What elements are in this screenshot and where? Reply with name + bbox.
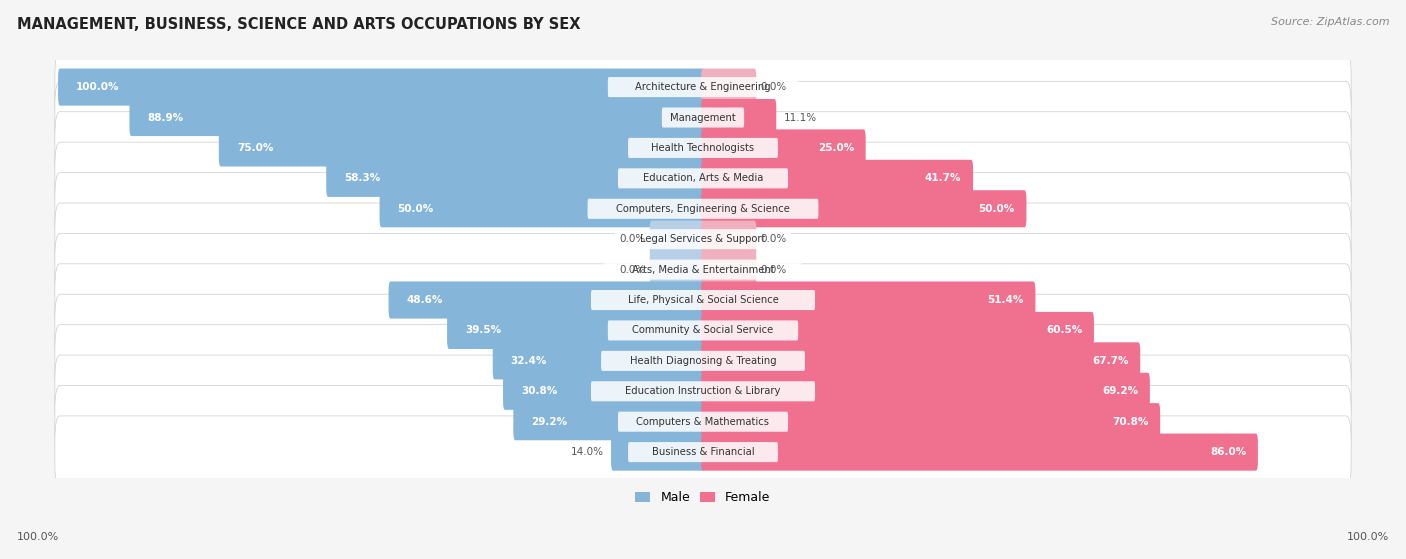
Text: 86.0%: 86.0%: [1211, 447, 1246, 457]
FancyBboxPatch shape: [702, 99, 776, 136]
FancyBboxPatch shape: [702, 312, 1094, 349]
FancyBboxPatch shape: [380, 190, 704, 228]
FancyBboxPatch shape: [605, 259, 801, 280]
FancyBboxPatch shape: [628, 442, 778, 462]
Text: 25.0%: 25.0%: [818, 143, 853, 153]
Text: 75.0%: 75.0%: [236, 143, 273, 153]
FancyBboxPatch shape: [55, 173, 1351, 245]
FancyBboxPatch shape: [55, 81, 1351, 154]
Text: 88.9%: 88.9%: [148, 112, 184, 122]
FancyBboxPatch shape: [55, 203, 1351, 276]
Text: Education Instruction & Library: Education Instruction & Library: [626, 386, 780, 396]
FancyBboxPatch shape: [55, 234, 1351, 306]
FancyBboxPatch shape: [588, 199, 818, 219]
FancyBboxPatch shape: [591, 290, 815, 310]
Text: 14.0%: 14.0%: [571, 447, 603, 457]
FancyBboxPatch shape: [619, 411, 787, 432]
Text: 50.0%: 50.0%: [398, 204, 434, 214]
FancyBboxPatch shape: [129, 99, 704, 136]
FancyBboxPatch shape: [662, 107, 744, 127]
Text: 69.2%: 69.2%: [1102, 386, 1139, 396]
FancyBboxPatch shape: [607, 77, 799, 97]
FancyBboxPatch shape: [58, 69, 704, 106]
Text: 100.0%: 100.0%: [76, 82, 120, 92]
Text: 32.4%: 32.4%: [510, 356, 547, 366]
FancyBboxPatch shape: [702, 342, 1140, 380]
Text: MANAGEMENT, BUSINESS, SCIENCE AND ARTS OCCUPATIONS BY SEX: MANAGEMENT, BUSINESS, SCIENCE AND ARTS O…: [17, 17, 581, 32]
Text: 30.8%: 30.8%: [522, 386, 557, 396]
Text: Community & Social Service: Community & Social Service: [633, 325, 773, 335]
FancyBboxPatch shape: [55, 294, 1351, 367]
Legend: Male, Female: Male, Female: [630, 486, 776, 509]
FancyBboxPatch shape: [503, 373, 704, 410]
FancyBboxPatch shape: [702, 69, 756, 106]
Text: 48.6%: 48.6%: [406, 295, 443, 305]
FancyBboxPatch shape: [219, 129, 704, 167]
FancyBboxPatch shape: [602, 351, 804, 371]
FancyBboxPatch shape: [650, 251, 704, 288]
FancyBboxPatch shape: [702, 434, 1258, 471]
FancyBboxPatch shape: [591, 381, 815, 401]
Text: Health Diagnosing & Treating: Health Diagnosing & Treating: [630, 356, 776, 366]
FancyBboxPatch shape: [55, 355, 1351, 428]
Text: Architecture & Engineering: Architecture & Engineering: [636, 82, 770, 92]
Text: 50.0%: 50.0%: [979, 204, 1015, 214]
Text: 58.3%: 58.3%: [344, 173, 381, 183]
FancyBboxPatch shape: [55, 51, 1351, 124]
FancyBboxPatch shape: [55, 325, 1351, 397]
Text: Health Technologists: Health Technologists: [651, 143, 755, 153]
FancyBboxPatch shape: [55, 112, 1351, 184]
Text: 51.4%: 51.4%: [987, 295, 1024, 305]
FancyBboxPatch shape: [702, 251, 756, 288]
Text: Life, Physical & Social Science: Life, Physical & Social Science: [627, 295, 779, 305]
Text: 11.1%: 11.1%: [785, 112, 817, 122]
FancyBboxPatch shape: [55, 416, 1351, 489]
FancyBboxPatch shape: [619, 168, 787, 188]
Text: 0.0%: 0.0%: [619, 264, 645, 274]
FancyBboxPatch shape: [447, 312, 704, 349]
Text: Management: Management: [671, 112, 735, 122]
FancyBboxPatch shape: [650, 221, 704, 258]
FancyBboxPatch shape: [513, 403, 704, 440]
Text: 100.0%: 100.0%: [1347, 532, 1389, 542]
Text: 0.0%: 0.0%: [761, 234, 787, 244]
Text: 100.0%: 100.0%: [17, 532, 59, 542]
FancyBboxPatch shape: [388, 282, 704, 319]
Text: 41.7%: 41.7%: [925, 173, 962, 183]
Text: 29.2%: 29.2%: [531, 416, 568, 427]
Text: Computers & Mathematics: Computers & Mathematics: [637, 416, 769, 427]
FancyBboxPatch shape: [614, 229, 792, 249]
Text: Legal Services & Support: Legal Services & Support: [640, 234, 766, 244]
Text: 70.8%: 70.8%: [1112, 416, 1149, 427]
FancyBboxPatch shape: [702, 403, 1160, 440]
FancyBboxPatch shape: [55, 386, 1351, 458]
FancyBboxPatch shape: [702, 282, 1035, 319]
FancyBboxPatch shape: [55, 142, 1351, 215]
Text: 0.0%: 0.0%: [761, 264, 787, 274]
FancyBboxPatch shape: [612, 434, 704, 471]
Text: 0.0%: 0.0%: [619, 234, 645, 244]
FancyBboxPatch shape: [702, 160, 973, 197]
FancyBboxPatch shape: [326, 160, 704, 197]
Text: 67.7%: 67.7%: [1092, 356, 1129, 366]
Text: Education, Arts & Media: Education, Arts & Media: [643, 173, 763, 183]
Text: Source: ZipAtlas.com: Source: ZipAtlas.com: [1271, 17, 1389, 27]
Text: Computers, Engineering & Science: Computers, Engineering & Science: [616, 204, 790, 214]
Text: Business & Financial: Business & Financial: [652, 447, 754, 457]
FancyBboxPatch shape: [702, 190, 1026, 228]
FancyBboxPatch shape: [702, 373, 1150, 410]
FancyBboxPatch shape: [702, 129, 866, 167]
FancyBboxPatch shape: [55, 264, 1351, 336]
Text: 60.5%: 60.5%: [1046, 325, 1083, 335]
FancyBboxPatch shape: [492, 342, 704, 380]
FancyBboxPatch shape: [628, 138, 778, 158]
Text: 0.0%: 0.0%: [761, 82, 787, 92]
FancyBboxPatch shape: [702, 221, 756, 258]
Text: Arts, Media & Entertainment: Arts, Media & Entertainment: [631, 264, 775, 274]
FancyBboxPatch shape: [607, 320, 799, 340]
Text: 39.5%: 39.5%: [465, 325, 501, 335]
